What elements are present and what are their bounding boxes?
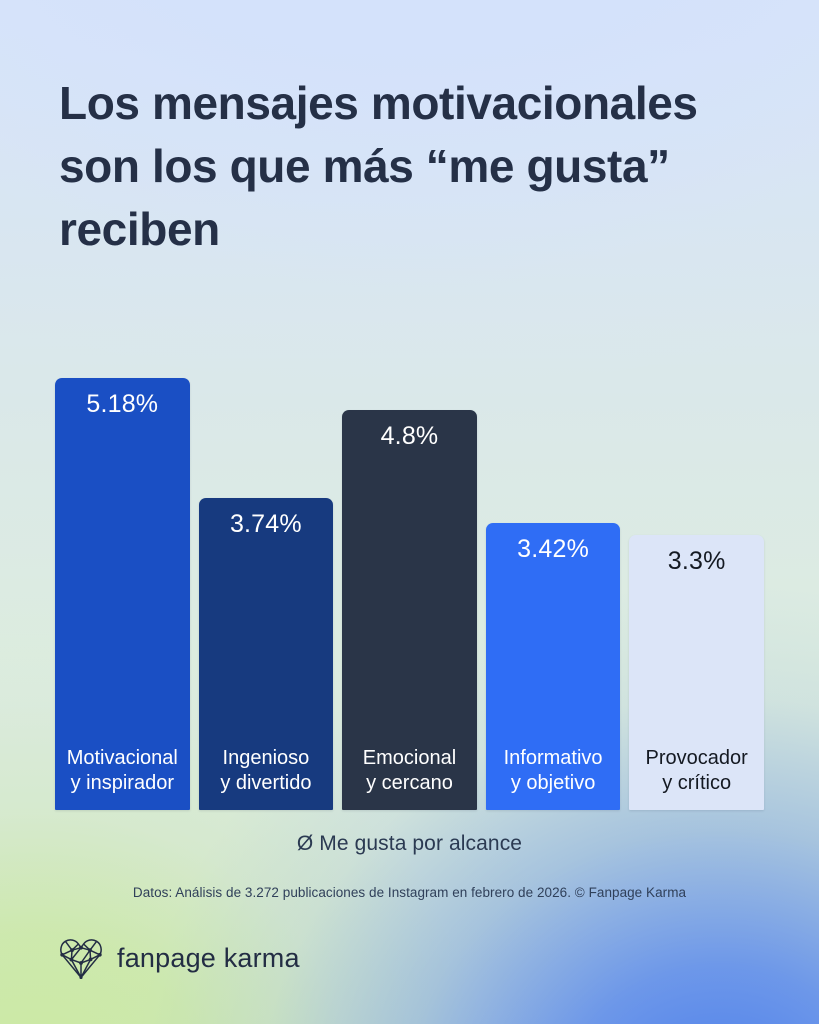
bar: 4.8% Emocional y cercano	[342, 410, 477, 810]
bar: 3.74% Ingenioso y divertido	[198, 498, 334, 810]
bar-category-label: Informativo y objetivo	[503, 747, 603, 794]
bar: 5.18% Motivacional y inspirador	[55, 378, 190, 810]
bar-category-label: Emocional y cercano	[362, 747, 457, 794]
bar-value-label: 3.3%	[667, 547, 726, 575]
bar-value-label: 3.74%	[229, 510, 302, 538]
bar-category-label: Motivacional y inspirador	[66, 747, 178, 794]
bar: 3.42% Informativo y objetivo	[485, 523, 621, 810]
bar-chart: 5.18% Motivacional y inspirador 3.74% Ingen…	[55, 340, 764, 810]
brand-name: fanpage karma	[117, 942, 300, 973]
bar-group: 5.18% Motivacional y inspirador 3.74% Ingen…	[55, 340, 764, 810]
bar: 3.3% Provocador y crítico	[629, 535, 764, 810]
bar-value-label: 3.42%	[517, 535, 590, 563]
bar-value-label: 5.18%	[86, 390, 159, 418]
page-title: Los mensajes motivacionales son los que …	[59, 77, 698, 255]
axis-caption: Ø Me gusta por alcance	[296, 832, 523, 855]
bar-category-label: Ingenioso y divertido	[220, 747, 312, 794]
brand-logo: fanpage karma	[59, 937, 300, 979]
bar-category-label: Provocador y crítico	[645, 747, 748, 794]
source-note: Datos: Análisis de 3.272 publicaciones d…	[132, 885, 687, 900]
bar-value-label: 4.8%	[380, 422, 439, 450]
low-poly-heart-icon	[60, 939, 102, 979]
